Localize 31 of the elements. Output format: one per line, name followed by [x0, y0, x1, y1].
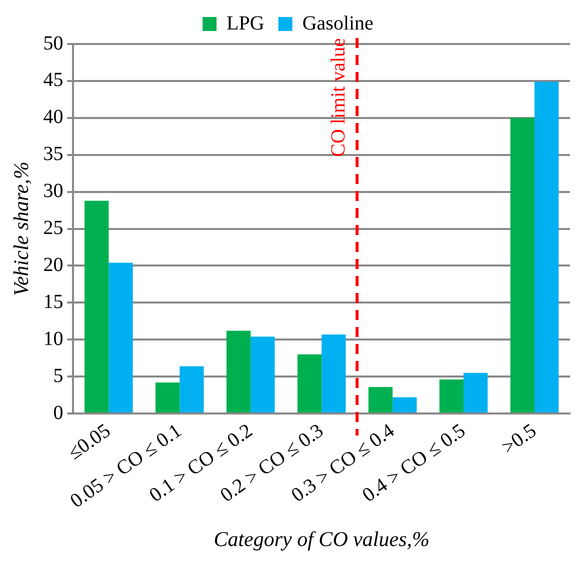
y-tick-label: 10	[43, 328, 64, 350]
y-tick-label: 25	[43, 217, 64, 240]
bar	[368, 386, 393, 413]
y-tick-label: 20	[43, 254, 64, 276]
y-tick-label: 45	[43, 69, 64, 92]
y-tick-label: 15	[43, 290, 64, 313]
x-tick-label: >0.5	[498, 420, 540, 459]
y-tick-label: 50	[43, 32, 64, 54]
y-tick-label: 5	[53, 364, 64, 387]
y-tick-label: 40	[43, 106, 64, 128]
y-tick-label: 30	[43, 180, 64, 202]
ref-line-label: CO limit value	[327, 38, 350, 157]
bar	[180, 366, 204, 413]
legend-label: Gasoline	[302, 12, 374, 34]
bar	[226, 330, 251, 413]
bar	[439, 380, 464, 413]
bar	[510, 118, 535, 413]
bar	[464, 372, 488, 413]
y-tick-label: 35	[43, 143, 64, 166]
y-tick-label: 0	[53, 402, 64, 424]
x-axis-title: Category of CO values,%	[214, 526, 430, 551]
bar	[108, 262, 133, 413]
bar	[322, 334, 346, 413]
bar	[84, 200, 109, 413]
bar	[156, 382, 180, 413]
bar	[392, 397, 417, 413]
bar	[534, 82, 559, 413]
y-axis-title: Vehicle share,%	[9, 162, 34, 296]
bar	[250, 336, 275, 413]
legend-label: LPG	[226, 12, 264, 34]
bar	[297, 354, 322, 413]
